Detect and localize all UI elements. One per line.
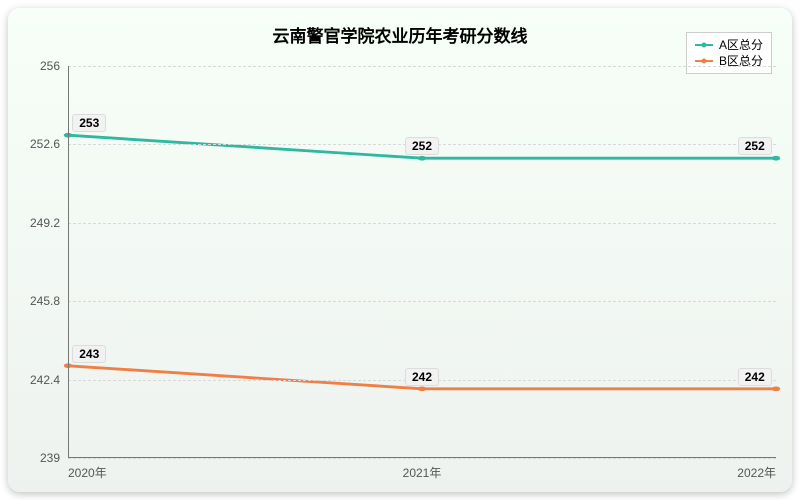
data-label: 252	[405, 137, 439, 155]
chart-container: 云南警官学院农业历年考研分数线 A区总分 B区总分 239242.4245.82…	[8, 8, 792, 492]
y-tick-label: 256	[40, 59, 68, 73]
data-label: 253	[72, 114, 106, 132]
data-marker	[418, 386, 426, 391]
grid-line	[68, 301, 776, 302]
x-tick-label: 2022年	[737, 458, 776, 481]
legend-swatch-b	[695, 60, 713, 62]
grid-line	[68, 223, 776, 224]
data-marker	[418, 156, 426, 161]
chart-title: 云南警官学院农业历年考研分数线	[273, 22, 528, 47]
data-marker	[772, 156, 780, 161]
y-tick-label: 249.2	[30, 216, 68, 230]
data-label: 242	[738, 368, 772, 386]
legend-swatch-a	[695, 44, 713, 46]
axis-line	[68, 66, 69, 458]
plot-area: 239242.4245.8249.2252.62562020年2021年2022…	[68, 66, 776, 458]
axis-line	[68, 457, 776, 458]
legend-label-a: A区总分	[719, 37, 763, 53]
x-tick-label: 2021年	[403, 458, 442, 481]
data-label: 242	[405, 368, 439, 386]
data-label: 252	[738, 137, 772, 155]
legend-item-a: A区总分	[695, 37, 763, 53]
lines-svg	[68, 66, 776, 458]
data-label: 243	[72, 345, 106, 363]
y-tick-label: 245.8	[30, 294, 68, 308]
y-tick-label: 252.6	[30, 137, 68, 151]
x-tick-label: 2020年	[68, 458, 107, 481]
data-marker	[772, 386, 780, 391]
grid-line	[68, 66, 776, 67]
y-tick-label: 242.4	[30, 373, 68, 387]
y-tick-label: 239	[40, 451, 68, 465]
